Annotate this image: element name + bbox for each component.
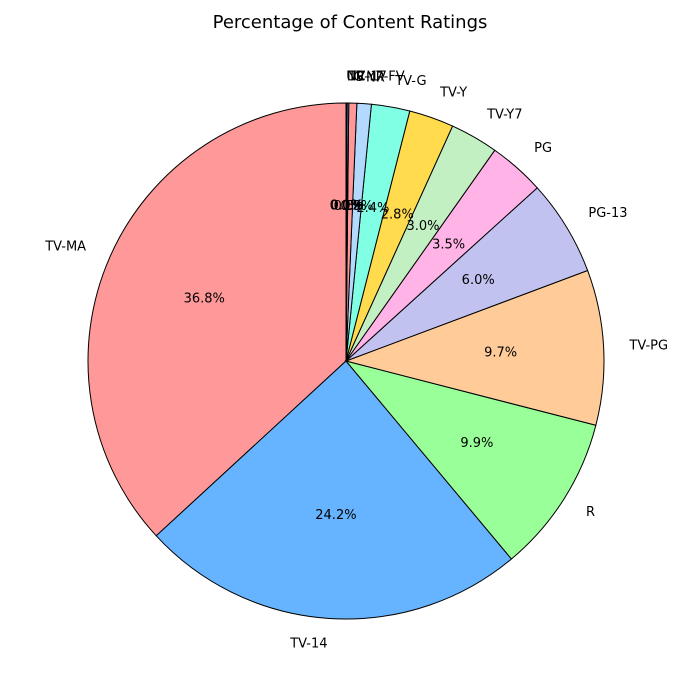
pie-slice-tv-ma [87, 102, 347, 537]
slice-percent-tv-g: 2.4% [356, 201, 389, 216]
slice-percent-tv-pg: 9.7% [484, 345, 517, 360]
slice-label-pg-13: PG-13 [588, 206, 627, 221]
slice-percent-ur: 0.0% [330, 199, 363, 214]
slice-percent-g: 0.5% [334, 199, 367, 214]
slice-percent-tv-y7: 3.0% [406, 219, 439, 234]
slice-label-tv-y: TV-Y [439, 86, 467, 101]
slice-percent-nc-17: 0.0% [330, 199, 363, 214]
slice-percent-pg-13: 6.0% [462, 273, 495, 288]
slice-label-tv-pg: TV-PG [628, 338, 668, 353]
slice-percent-tv-ma: 36.8% [184, 291, 225, 306]
slice-label-nc-17: NC-17 [347, 70, 387, 85]
pie-slice-tv-14 [155, 360, 513, 620]
slice-label-tv-y7: TV-Y7 [486, 107, 522, 122]
labels-layer: TV-MA 36.8% TV-14 24.2% R 9.9% TV-PG 9.7% PG-13 6… [44, 70, 668, 652]
slice-label-nr: NR [366, 70, 385, 85]
slice-label-g: G [353, 70, 363, 85]
slice-label-pg: PG [534, 141, 552, 156]
chart-title: Percentage of Content Ratings [212, 12, 488, 33]
pie-slice-r [344, 360, 597, 560]
slice-label-ur: UR [346, 70, 365, 85]
slice-percent-tv-y: 2.8% [381, 207, 414, 222]
slice-percent-tv-y7-fv: 0.1% [331, 199, 364, 214]
slice-percent-nr: 0.9% [340, 199, 373, 214]
slice-percent-pg: 3.5% [432, 238, 465, 253]
slice-label-tv-ma: TV-MA [44, 240, 86, 255]
slice-label-tv-y7-fv: TV-Y7-FV [347, 70, 405, 85]
slice-percent-tv-14: 24.2% [315, 508, 356, 523]
slice-label-r: R [586, 505, 595, 520]
slice-label-tv-14: TV-14 [289, 637, 327, 652]
pie-slice-tv-pg [344, 269, 605, 426]
slices-layer [87, 102, 605, 620]
slice-percent-r: 9.9% [460, 436, 493, 451]
slice-label-tv-g: TV-G [394, 74, 426, 89]
